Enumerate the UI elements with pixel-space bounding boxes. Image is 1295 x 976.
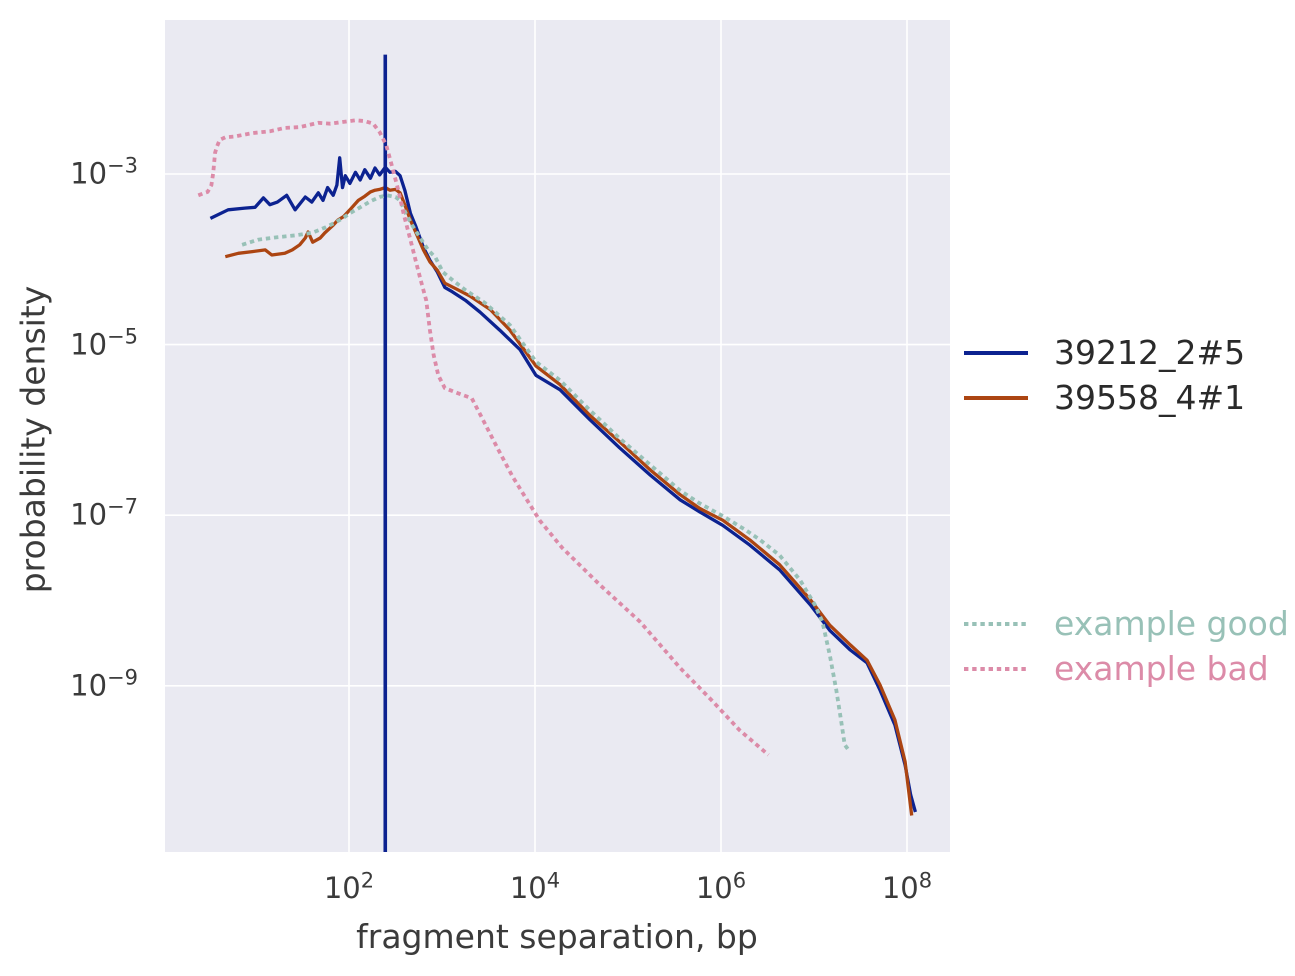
legend-entry: 39212_2#5 (963, 330, 1245, 375)
xtick-label: 108 (881, 868, 933, 905)
legend-entry: 39558_4#1 (963, 375, 1245, 420)
legend-entry-label: example good (1054, 604, 1289, 643)
series-group (197, 54, 917, 852)
legend-line-swatch (964, 395, 1028, 400)
legend-entry: example good (963, 601, 1289, 646)
xtick-label: 106 (695, 868, 747, 905)
xtick-label: 102 (323, 868, 375, 905)
ytick-label: 10−7 (70, 494, 138, 532)
y-axis-label: probability density (13, 285, 53, 594)
ytick-label: 10−3 (70, 153, 138, 191)
xtick-label: 104 (509, 868, 561, 905)
legend-entry-label: 39212_2#5 (1054, 333, 1246, 372)
legend-samples: 39212_2#5 39558_4#1 (963, 330, 1245, 420)
series-line-example-good (241, 193, 850, 751)
legend-entry-label: example bad (1054, 649, 1269, 688)
legend-entry: example bad (963, 646, 1289, 691)
legend-line-swatch (964, 666, 1028, 671)
x-axis-label: fragment separation, bp (356, 917, 758, 956)
ytick-label: 10−5 (70, 324, 138, 361)
legend-examples: example good example bad (963, 601, 1289, 691)
legend-line-swatch (964, 350, 1028, 355)
series-line-example-bad (197, 118, 770, 757)
legend-line-swatch (964, 621, 1028, 626)
axes-background (165, 20, 950, 852)
ytick-label: 10−9 (70, 665, 138, 703)
series-line-39212-2-5 (209, 156, 917, 813)
legend-entry-label: 39558_4#1 (1054, 378, 1246, 417)
